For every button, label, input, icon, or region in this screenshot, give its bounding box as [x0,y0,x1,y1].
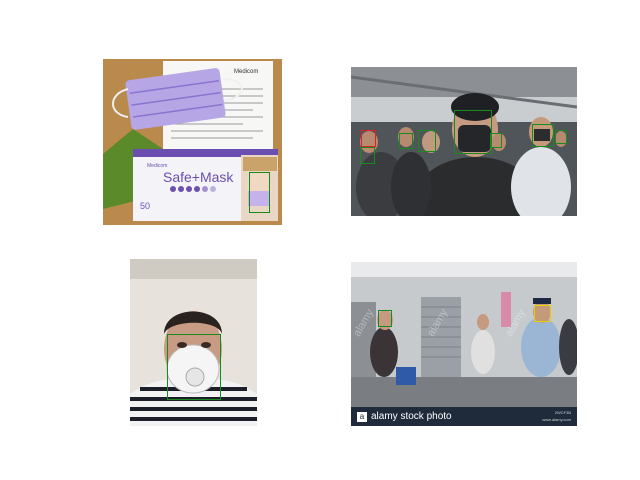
image-panel-top-left: Medicom Safe+Mask 50 Medicom [103,59,282,225]
detection-box-mask [167,334,221,400]
product-photo [103,59,282,225]
stock-photo-id: 2WCF3B [554,410,571,415]
stock-photo-footer: a alamy stock photo 2WCF3B www.alamy.com [351,408,577,426]
detection-box-mask [378,310,392,327]
detection-box-mask [360,147,375,164]
image-panel-bottom-left [130,259,257,426]
image-panel-top-right [351,67,577,216]
detection-box-no-mask [361,130,376,147]
image-panel-bottom-right: alamy alamy alamy a alamy stock photo 2W… [351,262,577,426]
detection-box-incorrect-mask [534,305,551,322]
pack-count: 50 [140,201,151,211]
detection-box-mask [399,133,413,149]
alamy-logo-icon: a [357,412,367,422]
station-photo [351,262,577,426]
detection-box-mask [418,130,436,152]
detection-box-mask [555,130,567,144]
selfie-photo [130,259,257,426]
stock-photo-label: alamy stock photo [371,411,452,422]
leaflet-brand: Medicom [234,69,259,75]
stock-photo-url: www.alamy.com [542,417,571,422]
detection-box-mask [490,133,502,148]
pack-product-name: Safe+Mask [163,169,234,185]
detection-box-mask [249,172,270,213]
detection-box-mask [532,124,554,147]
detection-box-mask [454,110,492,154]
pack-brand-top: Medicom [147,163,168,169]
crowd-photo [351,67,577,216]
